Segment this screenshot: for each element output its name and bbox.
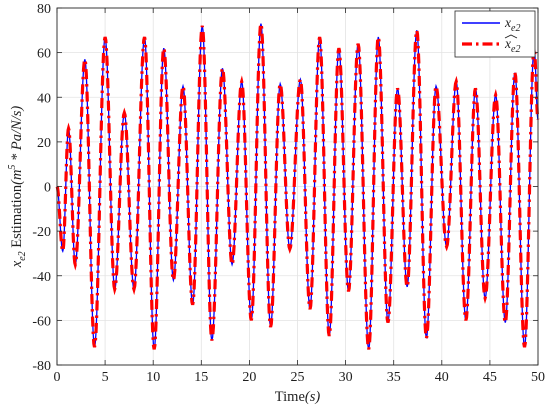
x-tick-label: 50: [531, 370, 545, 385]
legend-label-xe2-estimate-base: x: [504, 36, 511, 51]
y-axis-label-unit-a: (m: [9, 170, 25, 185]
legend-label-xe2-base: x: [504, 15, 511, 30]
y-tick-label: 0: [44, 181, 51, 196]
x-tick-label: 15: [194, 370, 208, 385]
y-tick-label: 40: [37, 91, 51, 106]
y-axis-label-var: x: [9, 260, 25, 268]
tick-labels: 0 5 10 15 20 25 30 35 40 45 50 -80 -60 -40 -20 0 20 40 60 8…: [32, 2, 545, 385]
legend-box: [454, 10, 536, 58]
series-layer: [55, 23, 540, 350]
y-tick-label: 20: [37, 136, 51, 151]
y-axis-label-unit-sup: 5: [7, 165, 18, 170]
x-tick-label: 35: [387, 370, 401, 385]
x-tick-label: 20: [242, 370, 256, 385]
x-tick-label: 45: [483, 370, 497, 385]
y-axis-label: xe2 Estimation(m5 * Pa/N/s): [7, 106, 28, 269]
legend-label-xe2-estimate-sub: e2: [511, 44, 520, 55]
x-axis-label-unit: (s): [305, 389, 320, 405]
legend: xe2 xe2: [454, 10, 536, 58]
y-tick-label: 80: [37, 2, 51, 17]
x-tick-label: 5: [102, 370, 109, 385]
legend-label-xe2: xe2: [504, 15, 520, 34]
ticks: [56, 7, 539, 366]
x-tick-label: 25: [291, 370, 305, 385]
y-tick-label: -60: [32, 314, 51, 329]
y-tick-label: -80: [32, 359, 51, 374]
x-axis-label-text: Time: [275, 389, 305, 405]
x-tick-label: 0: [54, 370, 61, 385]
x-tick-label: 30: [339, 370, 353, 385]
x-axis-label: Time(s): [275, 389, 321, 405]
series-xe2-estimate: [55, 23, 540, 350]
x-tick-label: 10: [146, 370, 160, 385]
legend-hat-icon: [504, 34, 518, 39]
x-tick-label: 40: [435, 370, 449, 385]
legend-label-xe2-estimate: xe2: [504, 36, 520, 55]
y-tick-label: 60: [37, 47, 51, 62]
legend-label-xe2-sub: e2: [511, 23, 520, 34]
y-tick-label: -40: [32, 270, 51, 285]
y-axis-label-sub: e2: [17, 251, 28, 260]
y-axis-label-unit-b: * Pa/N/s): [9, 106, 25, 165]
y-axis-label-text: Estimation: [9, 184, 25, 251]
y-tick-label: -20: [32, 225, 51, 240]
